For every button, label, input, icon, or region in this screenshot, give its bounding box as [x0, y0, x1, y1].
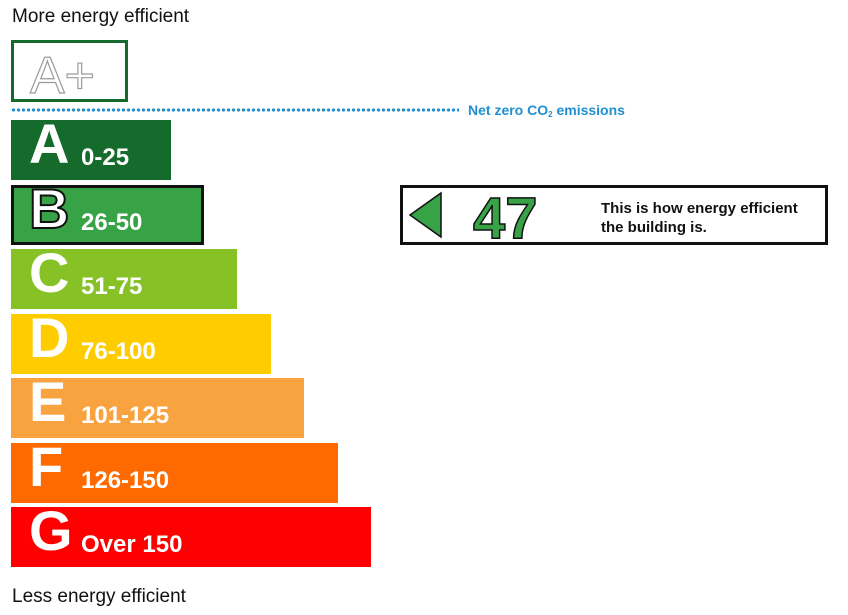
band-a-letter: A	[29, 112, 70, 175]
rating-caption: This is how energy efficient the buildin…	[601, 200, 798, 236]
band-d-letter: D	[29, 305, 70, 369]
net-zero-dotted-line	[11, 108, 459, 112]
band-d: D 76-100	[11, 309, 271, 374]
band-g: G Over 150	[11, 503, 371, 567]
band-c-range: 51-75	[81, 273, 143, 300]
current-rating-indicator: 47 This is how energy efficient the buil…	[400, 185, 828, 245]
band-a-plus: A+	[11, 40, 128, 102]
more-efficient-label: More energy efficient	[12, 6, 190, 27]
net-zero-suffix: emissions	[552, 102, 625, 118]
band-f: F 126-150	[11, 438, 338, 503]
band-e-range: 101-125	[81, 402, 170, 429]
band-g-range: Over 150	[81, 531, 183, 558]
current-rating-graphic: 47	[408, 188, 538, 242]
band-a-range: 0-25	[81, 144, 130, 171]
band-e: E 101-125	[11, 374, 304, 438]
band-f-letter: F	[29, 434, 64, 498]
band-b-range: 26-50	[81, 208, 143, 236]
rating-value: 47	[473, 188, 538, 242]
band-g-letter: G	[29, 499, 73, 562]
band-b-letter: B	[28, 176, 70, 240]
net-zero-prefix: Net zero CO	[468, 102, 549, 118]
band-c-letter: C	[29, 241, 70, 304]
net-zero-subscript: 2	[548, 110, 553, 119]
band-b: B 26-50	[11, 179, 204, 245]
band-c: C 51-75	[11, 245, 237, 309]
net-zero-label: Net zero CO2 emissions	[468, 102, 625, 119]
less-efficient-label: Less energy efficient	[12, 586, 186, 607]
rating-arrow-icon	[408, 191, 442, 239]
band-a: A 0-25	[11, 116, 171, 180]
band-f-range: 126-150	[81, 466, 170, 494]
band-d-range: 76-100	[81, 337, 156, 365]
band-e-letter: E	[29, 370, 67, 433]
band-a-plus-letter: A+	[29, 46, 95, 99]
band-a-plus-text: A+	[30, 47, 95, 99]
